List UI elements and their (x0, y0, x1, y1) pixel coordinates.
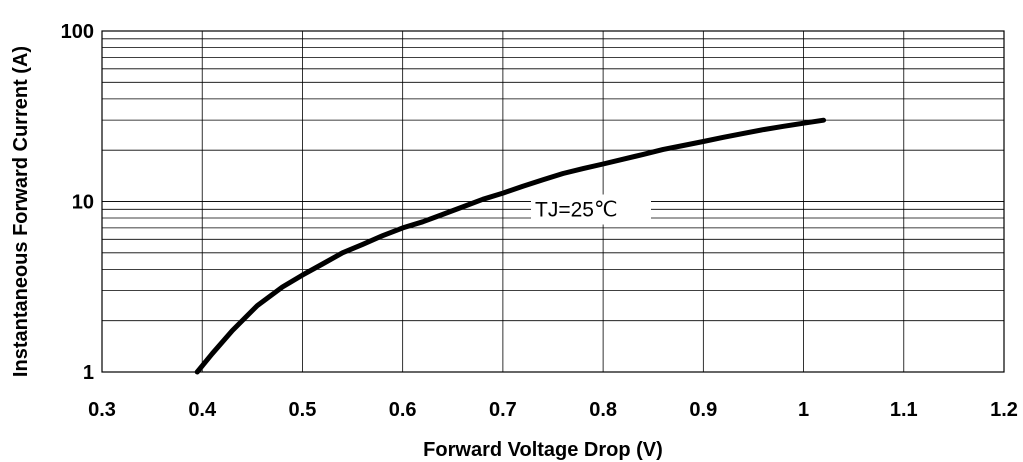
y-axis-label: Instantaneous Forward Current (A) (10, 46, 32, 377)
y-tick-label: 100 (61, 21, 94, 43)
series-line (197, 120, 823, 372)
x-tick-label: 0.3 (88, 399, 116, 421)
x-tick-label: 0.4 (188, 399, 217, 421)
x-tick-label: 0.6 (389, 399, 417, 421)
x-tick-label: 0.5 (289, 399, 317, 421)
annotation-tj: TJ=25℃ (535, 199, 618, 222)
y-tick-label: 1 (83, 362, 94, 384)
y-tick-label: 10 (72, 192, 94, 214)
x-axis-label: Forward Voltage Drop (V) (423, 439, 663, 461)
x-tick-label: 1.2 (990, 399, 1018, 421)
x-tick-label: 0.9 (689, 399, 717, 421)
x-tick-label: 0.7 (489, 399, 517, 421)
x-tick-label: 0.8 (589, 399, 617, 421)
x-tick-label: 1 (798, 399, 809, 421)
x-tick-label: 1.1 (890, 399, 918, 421)
